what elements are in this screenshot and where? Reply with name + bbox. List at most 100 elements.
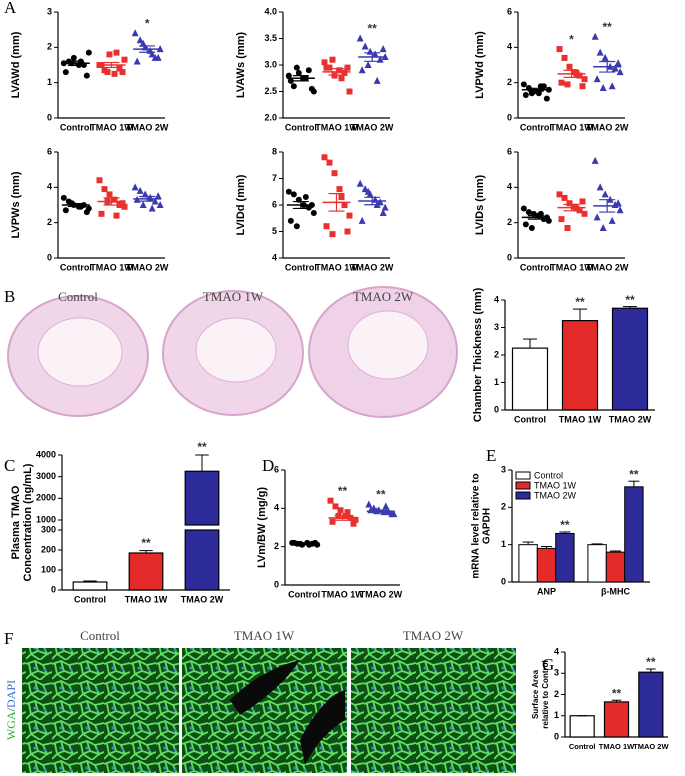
x-tick-label: TMAO 1W <box>550 262 593 272</box>
point <box>364 61 372 68</box>
point <box>561 54 568 61</box>
panel-label: D <box>262 456 274 475</box>
y-tick-label: 0 <box>554 731 559 741</box>
x-tick-label: TMAO 2W <box>586 262 629 272</box>
y-tick-label: 3 <box>554 668 559 678</box>
y-tick-label: 3.0 <box>264 59 277 69</box>
x-tick-label: Control <box>569 742 596 751</box>
point <box>379 45 387 53</box>
point <box>85 49 92 56</box>
y-tick-label: 2 <box>501 502 506 512</box>
point <box>346 88 353 95</box>
bar <box>603 701 630 738</box>
y-axis-label: relative to Control <box>541 660 550 728</box>
point <box>537 83 544 90</box>
point <box>371 50 379 58</box>
point <box>329 231 336 238</box>
x-tick-label: TMAO 2W <box>126 262 169 272</box>
point <box>344 64 351 71</box>
point <box>341 69 348 76</box>
point <box>305 67 312 74</box>
significance: ** <box>197 440 207 454</box>
image-label: TMAO 2W <box>353 289 414 304</box>
point <box>528 224 535 231</box>
bar <box>605 551 626 583</box>
stain-sep: / <box>4 707 18 711</box>
bar <box>638 671 664 738</box>
y-tick-label: 2.0 <box>264 112 277 122</box>
point <box>356 179 364 187</box>
y-tick-label: 4.0 <box>264 6 277 16</box>
significance: ** <box>338 484 348 498</box>
point <box>321 59 328 66</box>
image-label: Control <box>80 628 120 643</box>
significance: ** <box>141 536 151 550</box>
point <box>608 82 616 90</box>
panel-label: G <box>542 655 554 674</box>
bar <box>184 529 220 591</box>
point <box>310 209 317 216</box>
y-tick-label: 6 <box>272 199 277 209</box>
point <box>70 54 77 61</box>
point <box>581 210 588 217</box>
x-tick-label: Control <box>285 122 317 132</box>
y-tick-label: 200 <box>41 544 56 554</box>
point <box>365 500 373 508</box>
point <box>344 509 351 516</box>
significance: ** <box>560 518 570 532</box>
point <box>156 201 164 208</box>
point <box>302 194 309 201</box>
point <box>323 64 330 71</box>
x-tick-label: Control <box>288 589 320 599</box>
panel-label: C <box>4 456 15 475</box>
point <box>599 223 607 231</box>
point <box>356 34 364 42</box>
point <box>62 69 69 76</box>
point <box>287 77 294 84</box>
x-tick-label: TMAO 2W <box>633 742 669 751</box>
x-tick-label: Control <box>520 122 552 132</box>
x-tick-label: TMAO 2W <box>609 414 652 424</box>
x-tick-label: TMAO 2W <box>360 589 403 599</box>
point <box>131 183 139 191</box>
bar <box>511 347 549 411</box>
y-tick-label: 5 <box>272 226 277 236</box>
significance: * <box>145 16 150 30</box>
y-tick-label: 3 <box>501 464 506 474</box>
significance: ** <box>646 655 656 669</box>
x-tick-label: Control <box>520 262 552 272</box>
point <box>295 69 302 76</box>
y-tick-label: 2 <box>47 42 52 52</box>
y-tick-label: 6 <box>507 6 512 16</box>
bar <box>569 715 595 738</box>
point <box>543 95 550 102</box>
y-tick-label: 4 <box>274 503 279 513</box>
point <box>522 221 529 228</box>
point <box>98 210 105 217</box>
x-tick-label: ANP <box>537 586 556 596</box>
x-tick-label: Control <box>514 414 546 424</box>
y-axis-label: LVm/BW (mg/g) <box>256 487 268 568</box>
bar <box>555 532 575 583</box>
point <box>381 203 389 211</box>
point <box>558 79 565 86</box>
point <box>136 36 144 44</box>
point <box>119 69 126 76</box>
point <box>564 81 571 88</box>
y-axis-label: Surface Area <box>531 669 540 719</box>
y-tick-label: 300 <box>41 524 56 534</box>
point <box>285 72 292 79</box>
point <box>338 194 345 201</box>
point <box>579 198 586 205</box>
x-tick-label: TMAO 2W <box>586 122 629 132</box>
point <box>596 48 604 56</box>
y-tick-label: 0 <box>51 584 56 594</box>
y-axis-label: Chamber Thickness (mm) <box>472 287 484 422</box>
point <box>290 83 297 90</box>
y-tick-label: 4 <box>272 252 277 262</box>
point <box>520 205 527 212</box>
point <box>131 29 139 37</box>
point <box>566 200 573 207</box>
point <box>379 208 387 216</box>
